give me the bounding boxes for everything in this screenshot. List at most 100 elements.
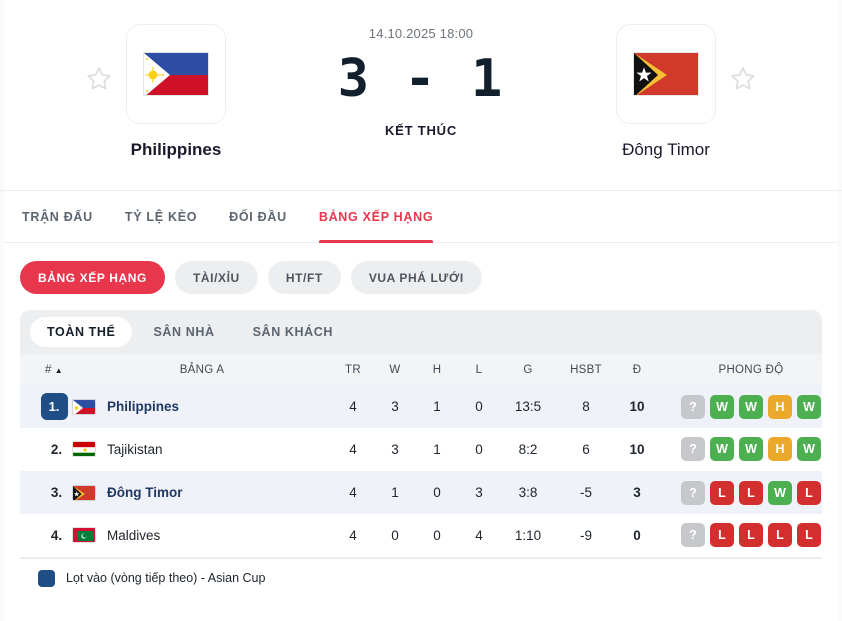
col-tr[interactable]: TR [345,363,361,376]
col-hsbt[interactable]: HSBT [570,363,602,376]
col-rank[interactable]: # ▲ [20,354,72,385]
row-rank-cell: 2. [20,428,72,471]
philippines-flag [143,52,209,96]
tab-label: BẢNG XẾP HẠNG [318,209,434,224]
tab-label: TỶ LỆ KÈO [124,209,198,224]
form-badge-loss[interactable]: L [710,523,734,548]
segment-san-nha[interactable]: SÂN NHÀ [136,317,231,347]
row-team-cell[interactable]: Maldives [72,514,332,557]
tab-doi-dau[interactable]: ĐỐI ĐẦU [229,191,287,243]
row-g: 8:2 [518,441,538,457]
segment-label: TOÀN THỂ [47,325,116,339]
form-badge-win[interactable]: W [739,394,763,419]
east-timor-flag [633,52,699,96]
match-header: Philippines 14.10.2025 18:00 3 - 1 KẾT T… [0,0,842,191]
row-g: 13:5 [514,399,542,414]
row-tr: 4 [349,441,357,457]
row-h: 0 [433,485,441,501]
philippines-flag [72,398,96,415]
main-tab-bar: TRẬN ĐẤU TỶ LỆ KÈO ĐỐI ĐẦU BẢNG XẾP HẠNG [0,191,842,243]
pill-bang-xep-hang[interactable]: BẢNG XẾP HẠNG [20,261,165,294]
form-badge-loss[interactable]: L [797,523,821,548]
col-g[interactable]: G [523,363,533,376]
tajikistan-flag [72,441,96,458]
row-w: 1 [391,485,399,501]
star-icon-away[interactable] [728,64,758,94]
form-badge-unknown[interactable]: ? [681,480,705,505]
table-row[interactable]: 1. Philippi [20,385,822,428]
col-l[interactable]: L [475,363,483,376]
home-team-block[interactable]: Philippines [0,0,310,160]
row-w: 3 [391,399,399,414]
row-l: 0 [475,441,483,457]
team-name: Maldives [107,527,161,543]
form-badge-loss[interactable]: L [768,523,792,548]
form-badge-win[interactable]: W [797,394,821,419]
form-badge-unknown[interactable]: ? [681,394,705,419]
table-row[interactable]: 3. Đông Tim [20,471,822,514]
pill-tai-xiu[interactable]: TÀI/XỈU [174,261,258,294]
form-badge-unknown[interactable]: ? [681,437,705,462]
row-team-cell[interactable]: Đông Timor [72,471,332,514]
form-badge-loss[interactable]: L [739,480,763,505]
home-team-name: Philippines [130,140,222,159]
tab-tran-dau[interactable]: TRẬN ĐẤU [22,191,93,243]
row-team-cell[interactable]: Tajikistan [72,428,332,471]
rank-badge: 1. [40,393,68,420]
row-team-cell[interactable]: Philippines [72,385,332,428]
table-row[interactable]: 2. Tajikist [20,428,822,471]
segment-label: SÂN NHÀ [153,325,215,339]
form-badge-unknown[interactable]: ? [681,523,705,548]
segment-san-khach[interactable]: SÂN KHÁCH [236,317,350,347]
standings-table: # ▲ BẢNG A TR W H L G HSBT Đ PHONG ĐỘ [20,354,822,558]
sort-ascending-icon: ▲ [54,365,63,375]
row-form-cell: ? L L L L [658,514,822,557]
rank-number: 4. [50,527,63,543]
row-tr: 4 [349,485,357,501]
col-h[interactable]: H [432,363,442,376]
legend-label: Lọt vào (vòng tiếp theo) - Asian Cup [66,571,266,585]
col-group: BẢNG A [179,363,225,376]
form-badge-win[interactable]: W [710,394,734,419]
tab-bang-xep-hang[interactable]: BẢNG XẾP HẠNG [318,191,434,243]
away-team-block[interactable]: Đông Timor [532,0,842,160]
segment-toan-the[interactable]: TOÀN THỂ [30,317,133,347]
row-rank-cell: 1. [20,385,72,428]
pill-label: BẢNG XẾP HẠNG [38,270,147,285]
col-form: PHONG ĐỘ [718,363,784,376]
col-w[interactable]: W [389,363,401,376]
form-badge-loss[interactable]: L [710,480,734,505]
pill-label: HT/FT [285,270,323,285]
rank-number: 3. [50,485,63,501]
pill-vua-pha-luoi[interactable]: VUA PHÁ LƯỚI [350,261,482,294]
away-team-name: Đông Timor [622,140,710,159]
star-icon-home[interactable] [84,64,114,94]
pill-ht-ft[interactable]: HT/FT [267,261,341,294]
row-hsbt: 6 [582,441,590,457]
form-badge-win[interactable]: W [768,480,792,505]
form-badge-win[interactable]: W [739,437,763,462]
form-badge-loss[interactable]: L [739,523,763,548]
table-row[interactable]: 4. Maldives [20,514,822,557]
form-badge-draw[interactable]: H [768,437,792,462]
standings-table-head: # ▲ BẢNG A TR W H L G HSBT Đ PHONG ĐỘ [20,354,822,385]
form-badge-win[interactable]: W [797,437,821,462]
row-l: 3 [475,485,483,501]
tab-ty-le-keo[interactable]: TỶ LỆ KÈO [125,191,197,243]
form-badge-win[interactable]: W [710,437,734,462]
row-g: 3:8 [518,485,538,501]
row-points: 10 [629,441,645,457]
row-form-cell: ? L L W L [658,471,822,514]
form-badge-draw[interactable]: H [768,394,792,419]
row-h: 1 [433,441,441,457]
row-w: 0 [391,527,399,543]
standings-table-body: 1. Philippi [20,385,822,557]
col-points[interactable]: Đ [632,363,642,376]
legend-row: Lọt vào (vòng tiếp theo) - Asian Cup [20,557,822,587]
left-gutter [0,0,4,621]
row-h: 1 [433,399,441,414]
form-badge-loss[interactable]: L [797,480,821,505]
row-points: 3 [633,485,641,501]
row-points: 10 [629,399,645,414]
